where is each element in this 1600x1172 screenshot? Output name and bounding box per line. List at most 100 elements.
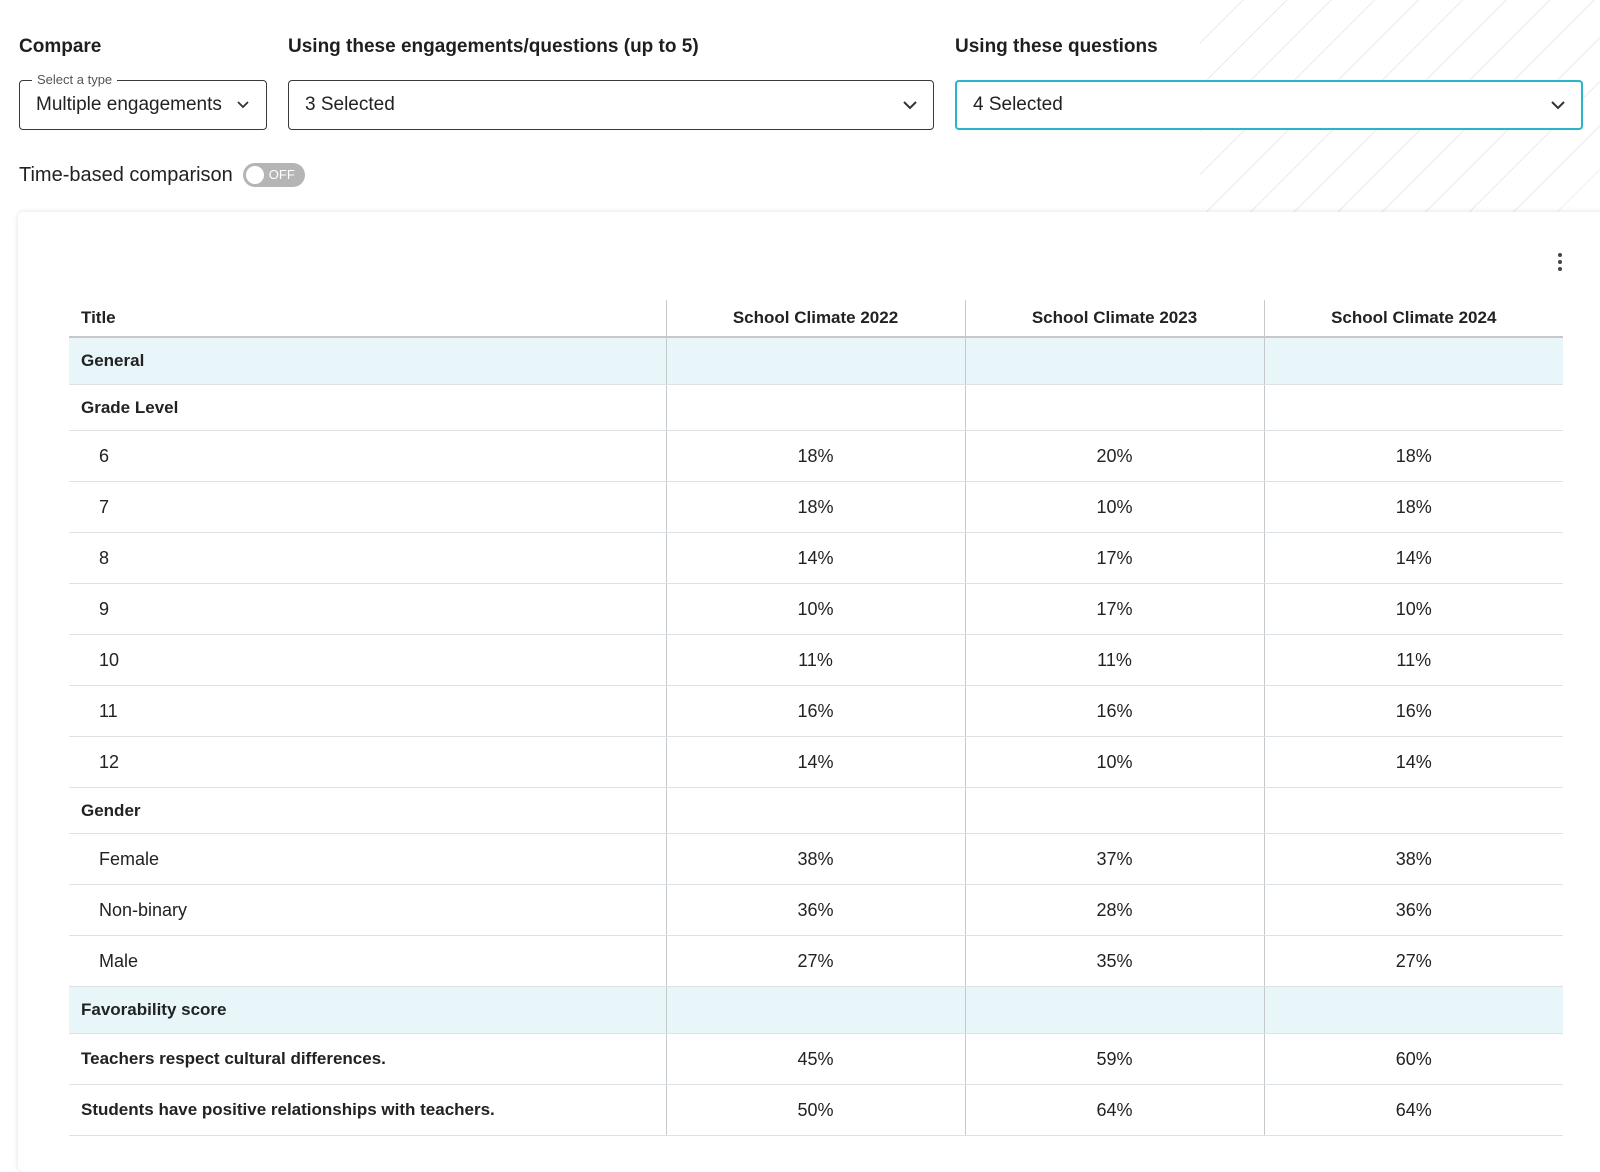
time-based-comparison-row: Time-based comparison OFF — [19, 163, 305, 187]
table-row: 6 18% 20% 18% — [69, 430, 1563, 482]
row-value-3: 11% — [1263, 634, 1563, 686]
engagements-value: 3 Selected — [305, 94, 395, 115]
row-value-2: 10% — [964, 736, 1264, 788]
row-value-3: 14% — [1263, 736, 1563, 788]
table-row: Students have positive relationships wit… — [69, 1084, 1563, 1136]
row-title: Teachers respect cultural differences. — [69, 1033, 666, 1085]
row-title: Non-binary — [69, 884, 666, 936]
table-row: 11 16% 16% 16% — [69, 685, 1563, 737]
row-title: Female — [69, 833, 666, 885]
row-value-1: 36% — [665, 884, 965, 936]
questions-select[interactable]: 4 Selected — [955, 80, 1583, 130]
table-row: Teachers respect cultural differences. 45… — [69, 1033, 1563, 1085]
table-row: 9 10% 17% 10% — [69, 583, 1563, 635]
row-value-3 — [1263, 986, 1563, 1034]
more-vert-icon[interactable] — [1550, 250, 1570, 274]
row-value-2: 10% — [964, 481, 1264, 533]
row-value-1: 27% — [665, 935, 965, 987]
row-value-1 — [665, 337, 965, 385]
row-title: 11 — [69, 685, 666, 737]
row-value-3: 27% — [1263, 935, 1563, 987]
row-value-1: 18% — [665, 481, 965, 533]
row-title: General — [69, 337, 666, 385]
row-value-2: 64% — [964, 1084, 1264, 1136]
table-row: Non-binary 36% 28% 36% — [69, 884, 1563, 936]
row-value-3 — [1263, 787, 1563, 834]
row-value-2 — [964, 337, 1264, 385]
row-title: Male — [69, 935, 666, 987]
row-value-1: 11% — [665, 634, 965, 686]
row-value-2: 16% — [964, 685, 1264, 737]
row-value-2: 37% — [964, 833, 1264, 885]
row-value-2: 20% — [964, 430, 1264, 482]
row-value-1: 45% — [665, 1033, 965, 1085]
compare-label: Compare — [19, 36, 102, 57]
engagements-select[interactable]: 3 Selected — [288, 80, 934, 130]
row-value-3 — [1263, 384, 1563, 431]
row-value-2: 59% — [964, 1033, 1264, 1085]
row-value-3: 38% — [1263, 833, 1563, 885]
compare-type-select[interactable]: Select a type Multiple engagements — [19, 72, 267, 130]
table-row: 7 18% 10% 18% — [69, 481, 1563, 533]
row-value-2: 11% — [964, 634, 1264, 686]
row-value-3: 64% — [1263, 1084, 1563, 1136]
row-value-3: 18% — [1263, 430, 1563, 482]
questions-label: Using these questions — [955, 36, 1158, 57]
row-value-3: 60% — [1263, 1033, 1563, 1085]
select-type-legend: Select a type — [32, 72, 118, 87]
row-value-1: 18% — [665, 430, 965, 482]
engagements-label: Using these engagements/questions (up to… — [288, 36, 699, 57]
table-row: 10 11% 11% 11% — [69, 634, 1563, 686]
row-title: 12 — [69, 736, 666, 788]
row-title: Favorability score — [69, 986, 666, 1034]
row-value-1: 16% — [665, 685, 965, 737]
row-title: 10 — [69, 634, 666, 686]
row-value-2 — [964, 787, 1264, 834]
time-based-comparison-label: Time-based comparison — [19, 163, 233, 186]
row-value-3: 36% — [1263, 884, 1563, 936]
row-value-1: 14% — [665, 532, 965, 584]
table-row: Female 38% 37% 38% — [69, 833, 1563, 885]
row-value-1: 10% — [665, 583, 965, 635]
header-school-climate-2023: School Climate 2023 — [964, 300, 1264, 338]
row-title: 7 — [69, 481, 666, 533]
table-header-row: Title School Climate 2022 School Climate… — [69, 300, 1563, 338]
table-section-row: General — [69, 337, 1563, 385]
row-title: 6 — [69, 430, 666, 482]
compare-type-value: Multiple engagements — [36, 94, 222, 115]
row-value-3: 10% — [1263, 583, 1563, 635]
row-title: Students have positive relationships wit… — [69, 1084, 666, 1136]
comparison-table: Title School Climate 2022 School Climate… — [69, 300, 1563, 1136]
row-title: 8 — [69, 532, 666, 584]
table-row: Male 27% 35% 27% — [69, 935, 1563, 987]
row-title: Gender — [69, 787, 666, 834]
row-value-1 — [665, 384, 965, 431]
row-value-1 — [665, 787, 965, 834]
table-row: 12 14% 10% 14% — [69, 736, 1563, 788]
row-value-2: 17% — [964, 583, 1264, 635]
questions-value: 4 Selected — [973, 94, 1063, 115]
row-value-1 — [665, 986, 965, 1034]
row-value-1: 14% — [665, 736, 965, 788]
chevron-down-icon — [236, 98, 250, 112]
row-value-1: 38% — [665, 833, 965, 885]
table-row: 8 14% 17% 14% — [69, 532, 1563, 584]
row-value-1: 50% — [665, 1084, 965, 1136]
row-value-2 — [964, 986, 1264, 1034]
time-based-comparison-toggle[interactable]: OFF — [242, 163, 305, 187]
chevron-down-icon — [1551, 98, 1565, 112]
chevron-down-icon — [903, 98, 917, 112]
toggle-knob — [245, 166, 264, 184]
row-value-2: 28% — [964, 884, 1264, 936]
row-value-3 — [1263, 337, 1563, 385]
row-value-2 — [964, 384, 1264, 431]
header-school-climate-2022: School Climate 2022 — [665, 300, 965, 338]
row-value-3: 14% — [1263, 532, 1563, 584]
row-title: 9 — [69, 583, 666, 635]
toggle-state-text: OFF — [268, 167, 295, 182]
row-value-3: 18% — [1263, 481, 1563, 533]
row-title: Grade Level — [69, 384, 666, 431]
row-value-2: 35% — [964, 935, 1264, 987]
table-group-row: Grade Level — [69, 384, 1563, 431]
row-value-2: 17% — [964, 532, 1264, 584]
